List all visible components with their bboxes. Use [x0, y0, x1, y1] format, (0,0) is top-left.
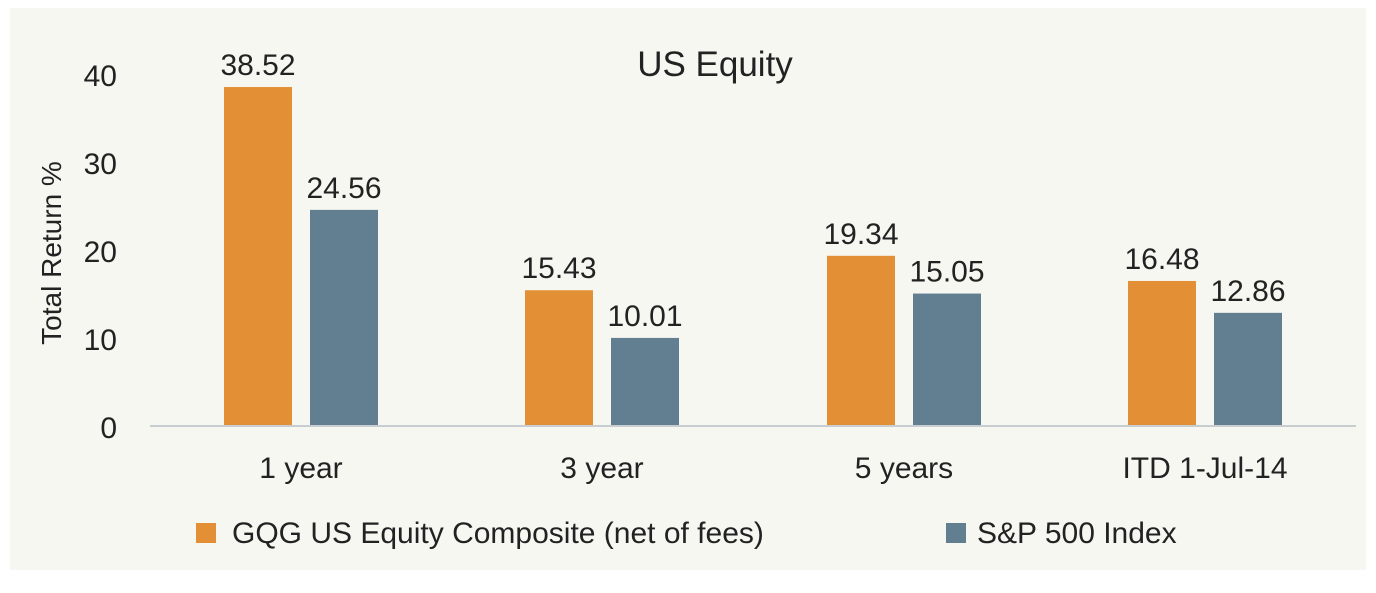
bar-value-label: 19.34 [823, 218, 898, 251]
y-tick-label: 20 [84, 236, 117, 269]
bar-value-label: 12.86 [1210, 275, 1285, 308]
y-tick-label: 10 [84, 324, 117, 357]
bar-index [611, 337, 679, 426]
legend: GQG US Equity Composite (net of fees) S&P… [196, 517, 1177, 550]
legend-swatch [946, 523, 966, 543]
y-tick-label: 0 [100, 412, 117, 445]
legend-label: S&P 500 Index [977, 517, 1177, 550]
x-tick-label: 5 years [855, 452, 953, 485]
bar-composite [224, 87, 292, 427]
bar-value-label: 10.01 [607, 300, 682, 333]
bars [224, 87, 1282, 427]
chart-title: US Equity [637, 45, 793, 84]
y-tick-label: 40 [84, 60, 117, 93]
x-tick-label: ITD 1-Jul-14 [1122, 452, 1287, 485]
y-tick-labels: 0 10 20 30 40 [84, 60, 117, 445]
bar-value-label: 16.48 [1124, 243, 1199, 276]
y-axis-label: Total Return % [36, 161, 67, 345]
y-tick-label: 30 [84, 148, 117, 181]
bar-value-label: 24.56 [306, 172, 381, 205]
bar-index [913, 293, 981, 426]
bar-composite [827, 255, 895, 426]
legend-swatch [196, 523, 216, 543]
x-tick-label: 1 year [259, 452, 342, 485]
bar-value-label: 15.43 [521, 252, 596, 285]
x-tick-label: 3 year [560, 452, 643, 485]
x-tick-labels: 1 year 3 year 5 years ITD 1-Jul-14 [259, 452, 1287, 485]
bar-value-label: 15.05 [909, 256, 984, 289]
legend-label: GQG US Equity Composite (net of fees) [232, 517, 764, 550]
bar-composite [525, 290, 593, 426]
bar-value-label: 38.52 [220, 49, 295, 82]
data-labels: 38.52 24.56 15.43 10.01 19.34 15.05 16.48 12.86 [220, 49, 1285, 333]
bar-composite [1128, 280, 1196, 426]
bar-index [1214, 312, 1282, 426]
bar-index [310, 209, 378, 426]
